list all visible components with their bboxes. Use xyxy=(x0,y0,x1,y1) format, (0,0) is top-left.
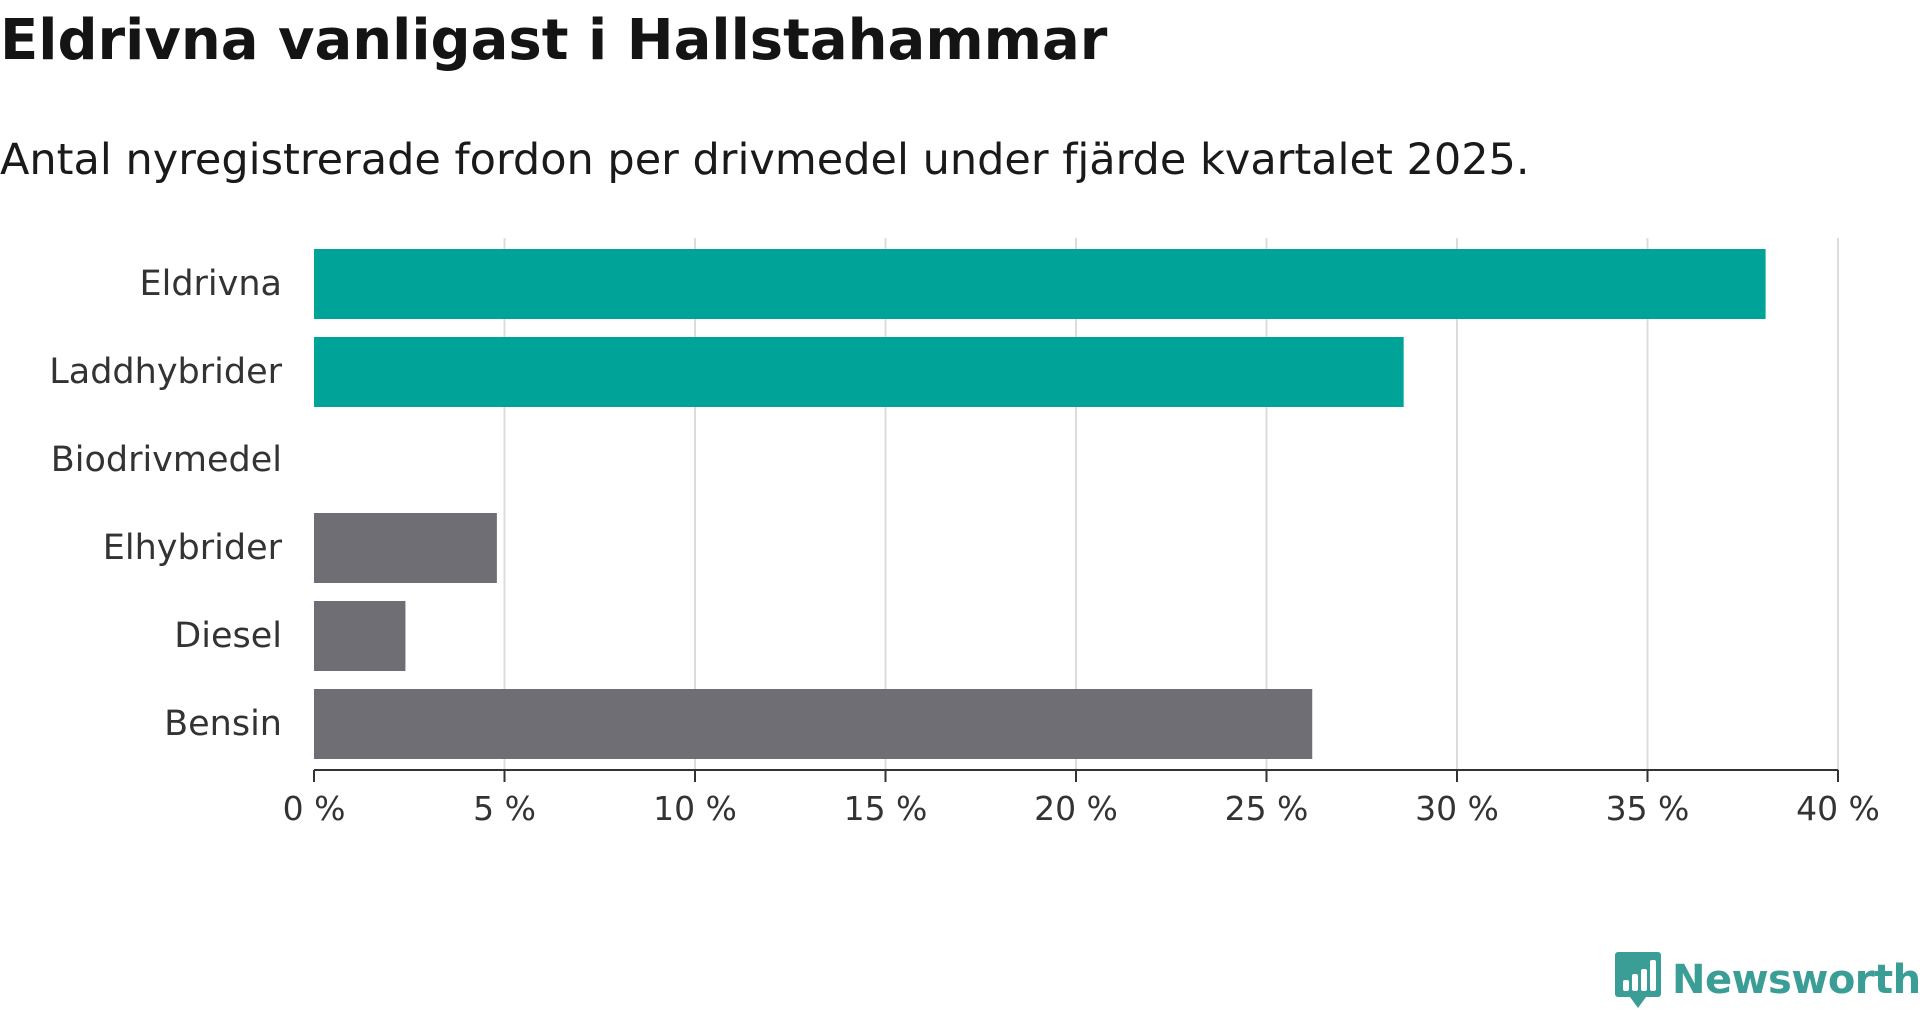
x-tick-label: 5 % xyxy=(473,789,536,828)
category-label: Biodrivmedel xyxy=(51,440,282,480)
bar-diesel[interactable] xyxy=(314,601,406,671)
category-label: Elhybrider xyxy=(103,528,283,568)
x-axis: 0 % 5 % 10 % 15 % 20 % 25 % 30 % 35 % 40 % xyxy=(283,769,1880,828)
bars xyxy=(314,249,1766,759)
x-tick-label: 20 % xyxy=(1034,789,1118,828)
category-label: Bensin xyxy=(164,704,282,744)
bar-eldrivna[interactable] xyxy=(314,249,1766,319)
x-tick-label: 0 % xyxy=(283,789,346,828)
gridlines xyxy=(503,238,1839,770)
x-tick-label: 35 % xyxy=(1606,789,1690,828)
newsworthy-logo-icon xyxy=(1615,952,1661,1008)
category-label: Laddhybrider xyxy=(49,352,282,392)
bar-chart: 0 % 5 % 10 % 15 % 20 % 25 % 30 % 35 % 40 % Eldri… xyxy=(49,238,1880,828)
newsworthy-logo[interactable]: Newsworthy xyxy=(1614,950,1920,1010)
x-tick-label: 15 % xyxy=(844,789,928,828)
chart-title: Eldrivna vanligast i Hallstahammar xyxy=(0,8,1108,73)
brand-name: Newsworthy xyxy=(1672,957,1920,1003)
x-tick-label: 40 % xyxy=(1796,789,1880,828)
chart-subtitle: Antal nyregistrerade fordon per drivmede… xyxy=(0,135,1530,185)
x-tick-label: 25 % xyxy=(1225,789,1309,828)
bar-bensin[interactable] xyxy=(314,689,1313,759)
bar-laddhybrider[interactable] xyxy=(314,337,1404,407)
category-labels: Eldrivna Laddhybrider Biodrivmedel Elhybrid… xyxy=(49,264,282,744)
bar-elhybrider[interactable] xyxy=(314,513,497,583)
category-label: Diesel xyxy=(174,616,282,656)
category-label: Eldrivna xyxy=(139,264,282,304)
x-tick-label: 10 % xyxy=(653,789,737,828)
x-tick-label: 30 % xyxy=(1415,789,1499,828)
